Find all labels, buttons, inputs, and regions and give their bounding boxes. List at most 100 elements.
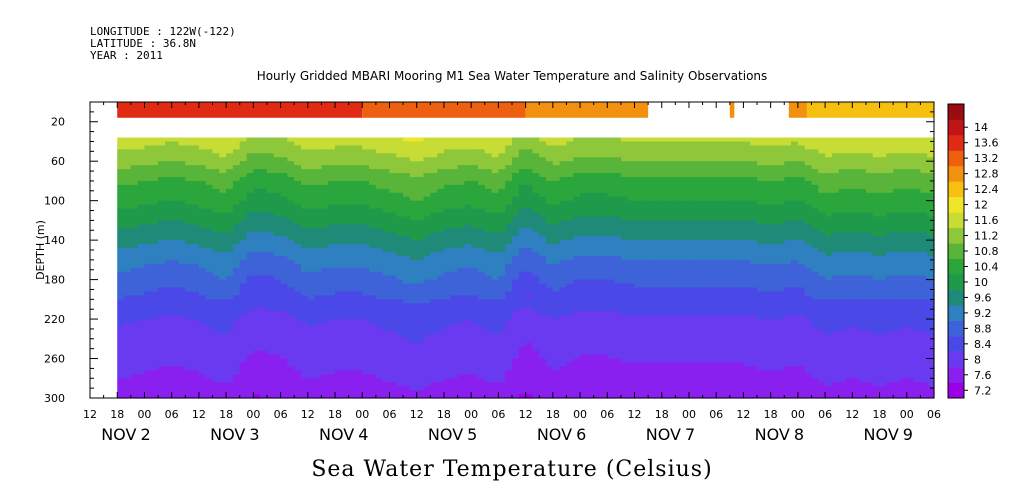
heatmap-cell <box>307 176 316 182</box>
heatmap-cell <box>192 161 200 166</box>
heatmap-cell <box>512 271 520 277</box>
heatmap-cell <box>294 208 302 214</box>
heatmap-cell <box>620 200 629 206</box>
heatmap-cell <box>117 240 125 245</box>
heatmap-cell <box>321 390 329 395</box>
heatmap-cell <box>117 176 125 182</box>
heatmap-cell <box>124 267 132 273</box>
heatmap-cell <box>382 346 391 352</box>
heatmap-cell <box>586 228 595 233</box>
heatmap-cell <box>491 326 499 332</box>
heatmap-cell <box>253 283 261 289</box>
heatmap-cell <box>539 141 547 147</box>
heatmap-cell <box>164 141 173 147</box>
heatmap-cell <box>525 299 534 304</box>
heatmap-cell <box>164 326 173 332</box>
heatmap-cell <box>219 216 227 221</box>
heatmap-cell <box>369 338 377 344</box>
heatmap-cell <box>301 334 309 340</box>
heatmap-cell <box>321 228 329 233</box>
heatmap-cell <box>362 370 370 375</box>
heatmap-cell <box>396 287 404 293</box>
heatmap-cell <box>178 153 186 158</box>
heatmap-cell <box>437 271 445 277</box>
heatmap-cell <box>416 299 425 304</box>
heatmap-cell <box>137 224 146 229</box>
heatmap-cell <box>246 149 254 154</box>
heatmap-cell <box>416 271 425 277</box>
heatmap-cell <box>580 326 588 332</box>
heatmap-cell <box>335 271 343 277</box>
heatmap-cell <box>512 358 520 364</box>
heatmap-cell <box>586 176 595 182</box>
heatmap-cell <box>580 311 588 316</box>
heatmap-cell <box>294 338 302 344</box>
heatmap-cell <box>389 161 397 166</box>
heatmap-cell <box>130 366 139 371</box>
heatmap-cell <box>443 350 452 356</box>
heatmap-cell <box>457 236 465 241</box>
heatmap-cell <box>580 137 588 143</box>
heatmap-cell <box>144 248 152 253</box>
heatmap-cell <box>124 212 132 218</box>
heatmap-cell <box>457 232 465 237</box>
heatmap-cell <box>124 149 132 154</box>
heatmap-cell <box>409 216 418 221</box>
heatmap-cell <box>369 394 377 399</box>
heatmap-cell <box>512 173 520 178</box>
heatmap-cell <box>362 346 370 352</box>
heatmap-cell <box>518 366 527 371</box>
heatmap-cell <box>144 267 152 273</box>
heatmap-cell <box>144 212 152 218</box>
heatmap-cell <box>518 244 527 249</box>
heatmap-cell <box>580 232 588 237</box>
heatmap-cell <box>117 358 125 364</box>
heatmap-cell <box>552 382 561 387</box>
heatmap-cell <box>219 137 227 143</box>
heatmap-cell <box>505 338 513 344</box>
heatmap-cell <box>586 192 595 198</box>
heatmap-cell <box>151 220 159 225</box>
heatmap-cell <box>607 232 615 237</box>
heatmap-cell <box>450 295 459 300</box>
heatmap-cell <box>477 366 486 371</box>
heatmap-cell <box>171 326 180 332</box>
heatmap-cell <box>335 188 343 194</box>
heatmap-cell <box>498 346 506 352</box>
heatmap-cell <box>369 176 377 182</box>
heatmap-cell <box>198 184 207 190</box>
heatmap-cell <box>546 354 554 360</box>
heatmap-cell <box>620 196 629 202</box>
heatmap-cell <box>443 311 452 316</box>
heatmap-cell <box>260 330 268 336</box>
heatmap-cell <box>137 390 146 395</box>
heatmap-cell <box>205 319 214 324</box>
heatmap-cell <box>457 169 465 174</box>
heatmap-cell <box>239 248 248 253</box>
heatmap-cell <box>423 192 431 198</box>
heatmap-cell <box>369 188 377 194</box>
heatmap-cell <box>491 283 499 289</box>
heatmap-cell <box>151 263 159 269</box>
heatmap-cell <box>151 161 159 166</box>
heatmap-cell <box>614 275 622 281</box>
heatmap-cell <box>130 311 139 316</box>
heatmap-cell <box>477 255 486 261</box>
heatmap-cell <box>505 271 513 277</box>
heatmap-cell <box>171 334 180 340</box>
heatmap-cell <box>586 374 595 379</box>
heatmap-cell <box>409 204 418 210</box>
heatmap-cell <box>389 346 397 352</box>
heatmap-cell <box>341 315 350 320</box>
heatmap-cell <box>144 390 152 395</box>
heatmap-cell <box>539 330 547 336</box>
heatmap-cell <box>573 212 581 218</box>
heatmap-cell <box>294 354 302 360</box>
heatmap-cell <box>620 330 629 336</box>
heatmap-cell <box>614 338 622 344</box>
heatmap-cell <box>130 228 139 233</box>
heatmap-cell <box>471 350 479 356</box>
heatmap-cell <box>260 374 268 379</box>
heatmap-cell <box>396 228 404 233</box>
